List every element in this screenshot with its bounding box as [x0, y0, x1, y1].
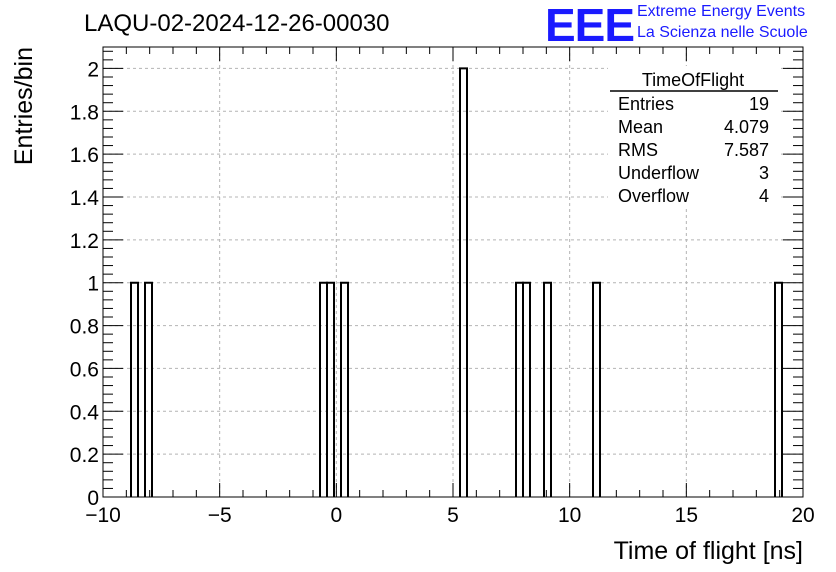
stats-label-entries: Entries: [618, 94, 674, 114]
y-tick-label: 1.2: [70, 230, 99, 253]
y-axis-label: Entries/bin: [10, 47, 38, 165]
x-tick-label: −5: [208, 504, 232, 527]
histogram-bin: [326, 281, 335, 497]
stats-label-mean: Mean: [618, 117, 663, 137]
stats-label-rms: RMS: [618, 140, 658, 160]
stats-box-background: [608, 66, 778, 206]
y-tick-label: 2: [87, 58, 99, 81]
stats-value-overflow: 4: [759, 186, 769, 206]
y-tick-label: 0.6: [70, 358, 99, 381]
stats-value-underflow: 3: [759, 163, 769, 183]
y-tick-label: 1.8: [70, 101, 99, 124]
stats-value-mean: 4.079: [724, 117, 769, 137]
x-tick-label: 10: [558, 504, 581, 527]
y-tick-label: 1.4: [70, 187, 100, 210]
y-tick-label: 0.2: [70, 444, 99, 467]
y-tick-label: 0.8: [70, 316, 99, 339]
stats-value-rms: 7.587: [724, 140, 769, 160]
histogram-bin: [543, 281, 552, 497]
y-tick-label: 1.6: [70, 144, 99, 167]
stats-label-overflow: Overflow: [618, 186, 690, 206]
logo-line-1: Extreme Energy Events: [637, 3, 806, 20]
histogram-bin: [522, 281, 531, 497]
histogram-bin: [130, 281, 139, 497]
x-tick-label: 0: [330, 504, 342, 527]
chart-title: LAQU-02-2024-12-26-00030: [84, 10, 390, 37]
histogram-bin: [144, 281, 153, 497]
stats-label-underflow: Underflow: [618, 163, 700, 183]
histogram-bin: [774, 281, 783, 497]
eee-logo: EEE: [545, 0, 635, 51]
histogram-bin: [340, 281, 349, 497]
y-tick-label: 1: [87, 273, 99, 296]
y-tick-label: 0.4: [70, 401, 100, 424]
stats-box-title: TimeOfFlight: [642, 70, 744, 90]
x-tick-label: 20: [791, 504, 814, 527]
x-tick-label: 5: [447, 504, 459, 527]
histogram-bin: [592, 281, 601, 497]
logo-line-2: La Scienza nelle Scuole: [637, 24, 808, 41]
stats-value-entries: 19: [749, 94, 769, 114]
x-axis-label: Time of flight [ns]: [614, 537, 803, 565]
histogram-bin: [459, 67, 468, 497]
y-tick-label: 0: [87, 487, 99, 510]
x-tick-label: 15: [675, 504, 698, 527]
x-tick-label: −10: [85, 504, 121, 527]
